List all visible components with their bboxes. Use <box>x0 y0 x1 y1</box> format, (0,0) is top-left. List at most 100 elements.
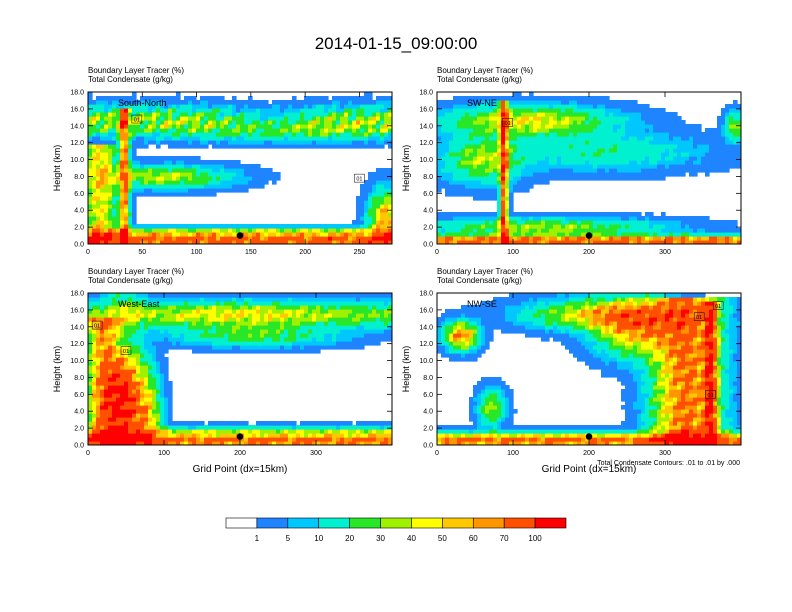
heatmap-cell <box>725 148 730 153</box>
heatmap-cell <box>693 152 698 157</box>
heatmap-cell <box>593 172 598 177</box>
heatmap-cell <box>256 104 261 109</box>
heatmap-cell <box>453 232 458 237</box>
heatmap-cell <box>96 144 101 149</box>
heatmap-cell <box>168 433 173 438</box>
heatmap-cell <box>136 164 141 169</box>
heatmap-cell <box>557 176 562 181</box>
heatmap-cell <box>613 120 618 125</box>
heatmap-cell <box>340 144 345 149</box>
heatmap-cell <box>657 232 662 237</box>
heatmap-cell <box>525 128 530 133</box>
heatmap-cell <box>489 140 494 145</box>
heatmap-cell <box>721 116 726 121</box>
heatmap-cell <box>485 100 490 105</box>
heatmap-cell <box>132 220 137 225</box>
heatmap-cell <box>669 156 674 161</box>
heatmap-cell <box>160 136 165 141</box>
heatmap-cell <box>605 100 610 105</box>
heatmap-cell <box>613 124 618 129</box>
heatmap-cell <box>124 152 129 157</box>
heatmap-cell <box>356 196 361 201</box>
heatmap-cell <box>204 224 209 229</box>
heatmap-cell <box>136 140 141 145</box>
heatmap-cell <box>633 120 638 125</box>
heatmap-cell <box>513 216 518 221</box>
heatmap-cell <box>513 180 518 185</box>
heatmap-cell <box>717 140 722 145</box>
heatmap-cell <box>160 124 165 129</box>
heatmap-cell <box>100 301 105 306</box>
heatmap-cell <box>493 216 498 221</box>
heatmap-cell <box>469 176 474 181</box>
heatmap-cell <box>657 160 662 165</box>
heatmap-cell <box>717 240 722 244</box>
heatmap-cell <box>332 236 337 241</box>
heatmap-cell <box>152 389 157 394</box>
heatmap-cell <box>96 196 101 201</box>
heatmap-cell <box>717 132 722 137</box>
heatmap-cell <box>100 433 105 438</box>
heatmap-cell <box>737 148 741 153</box>
heatmap-cell <box>144 349 149 354</box>
heatmap-cell <box>124 305 129 310</box>
heatmap-cell <box>437 128 442 133</box>
heatmap-cell <box>148 96 153 101</box>
heatmap-cell <box>589 240 594 244</box>
heatmap-cell <box>388 200 392 205</box>
heatmap-cell <box>469 184 474 189</box>
heatmap-cell <box>256 176 261 181</box>
heatmap-cell <box>180 184 185 189</box>
heatmap-cell <box>581 144 586 149</box>
heatmap-cell <box>92 369 97 374</box>
heatmap-cell <box>713 224 718 229</box>
heatmap-cell <box>685 228 690 233</box>
heatmap-cell <box>340 140 345 145</box>
heatmap-cell <box>493 232 498 237</box>
heatmap-cell <box>477 216 482 221</box>
heatmap-cell <box>661 164 666 169</box>
heatmap-cell <box>180 156 185 161</box>
heatmap-cell <box>721 156 726 161</box>
heatmap-cell <box>236 136 241 141</box>
heatmap-cell <box>573 116 578 121</box>
heatmap-cell <box>368 124 373 129</box>
heatmap-cell <box>116 216 121 221</box>
heatmap-cell <box>501 208 506 213</box>
heatmap-cell <box>116 377 121 382</box>
heatmap-cell <box>340 236 345 241</box>
heatmap-cell <box>569 168 574 173</box>
heatmap-cell <box>144 369 149 374</box>
heatmap-cell <box>629 172 634 177</box>
heatmap-cell <box>733 220 738 225</box>
heatmap-cell <box>477 228 482 233</box>
heatmap-cell <box>100 413 105 418</box>
heatmap-cell <box>292 132 297 137</box>
heatmap-cell <box>445 148 450 153</box>
heatmap-cell <box>316 236 321 241</box>
heatmap-cell <box>501 188 506 193</box>
heatmap-cell <box>545 128 550 133</box>
heatmap-cell <box>573 240 578 244</box>
heatmap-cell <box>733 128 738 133</box>
heatmap-cell <box>509 100 514 105</box>
heatmap-cell <box>380 224 385 229</box>
heatmap-cell <box>276 224 281 229</box>
heatmap-cell <box>100 397 105 402</box>
heatmap-cell <box>621 224 626 229</box>
heatmap-cell <box>733 156 738 161</box>
heatmap-cell <box>621 140 626 145</box>
heatmap-cell <box>677 140 682 145</box>
heatmap-cell <box>613 232 618 237</box>
heatmap-cell <box>176 104 181 109</box>
heatmap-cell <box>300 136 305 141</box>
heatmap-cell <box>605 132 610 137</box>
heatmap-cell <box>156 429 161 434</box>
heatmap-cell <box>148 385 153 390</box>
heatmap-cell <box>152 297 157 302</box>
heatmap-cell <box>140 349 145 354</box>
heatmap-cell <box>376 120 381 125</box>
heatmap-cell <box>657 140 662 145</box>
heatmap-cell <box>645 112 650 117</box>
heatmap-cell <box>581 100 586 105</box>
